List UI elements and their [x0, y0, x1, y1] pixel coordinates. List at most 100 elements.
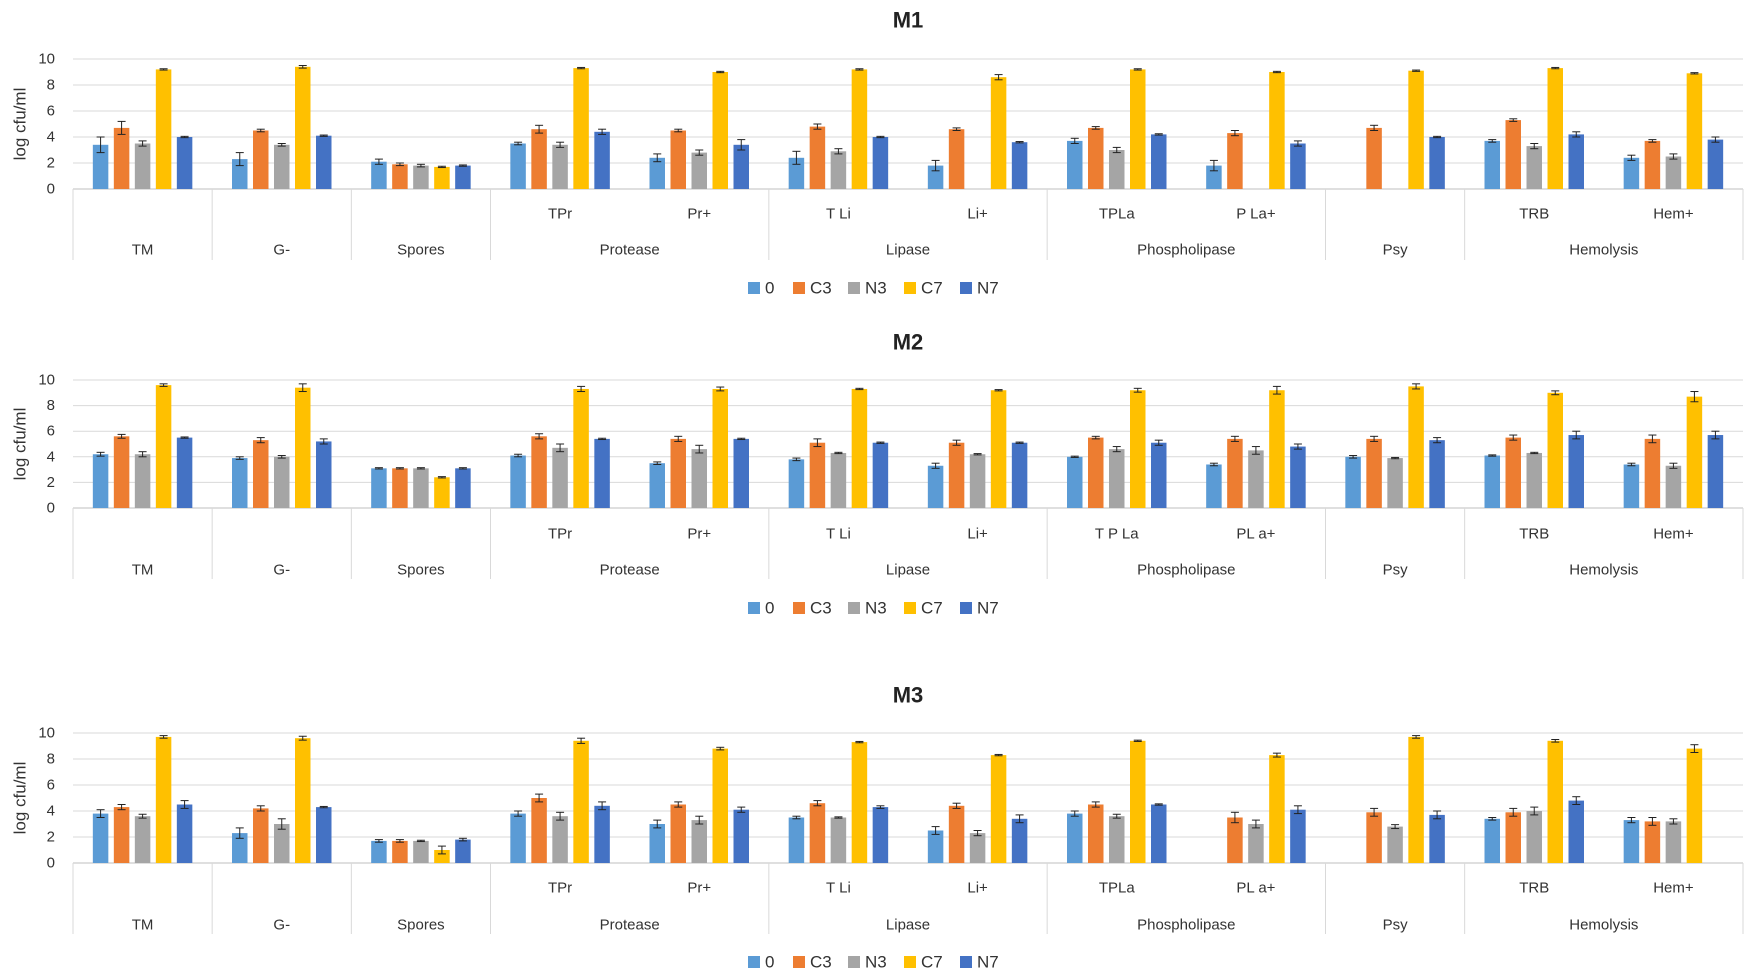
subcategory-label: Li+ [967, 880, 988, 897]
y-tick-label: 8 [47, 751, 55, 768]
bar [830, 817, 847, 863]
subcategory-label: PL a+ [1236, 880, 1275, 897]
legend-label: C7 [921, 953, 943, 972]
bar [316, 135, 332, 189]
subcategory-label: Pr+ [687, 880, 711, 897]
y-tick-label: 4 [47, 129, 55, 146]
bar [1623, 820, 1640, 863]
group-label: Phospholipase [1137, 917, 1235, 934]
y-tick-label: 0 [47, 500, 55, 517]
bar [531, 129, 547, 189]
bar [1526, 452, 1542, 508]
y-axis-label: log cfu/ml [11, 88, 30, 161]
group-label: Protease [600, 242, 660, 259]
bar [1644, 438, 1661, 508]
chart-title: M2 [893, 330, 924, 355]
bar [712, 748, 728, 863]
legend-label: N7 [977, 953, 999, 972]
bar [510, 813, 526, 863]
bar [232, 833, 248, 863]
bar [1484, 455, 1500, 508]
bar [1130, 390, 1146, 508]
bar [948, 805, 965, 863]
bar [295, 738, 311, 863]
bar [1505, 812, 1521, 863]
group-label: TM [132, 242, 154, 259]
bar [851, 69, 868, 189]
bar [113, 436, 130, 508]
legend-label: N7 [977, 279, 999, 298]
bar [155, 385, 172, 508]
bar [1429, 440, 1445, 508]
bar [155, 736, 172, 863]
y-tick-label: 10 [38, 372, 55, 389]
subcategory-label: T P La [1095, 526, 1139, 543]
bar [1206, 464, 1222, 508]
group-label: TM [132, 562, 154, 579]
subcategory-label: T Li [826, 880, 851, 897]
legend-label: 0 [765, 953, 774, 972]
legend-label: N3 [865, 279, 887, 298]
y-tick-label: 2 [47, 474, 55, 491]
legend-label: 0 [765, 279, 774, 298]
bar [573, 740, 589, 863]
bar [1011, 142, 1028, 189]
bar [1088, 437, 1104, 508]
bar [434, 166, 450, 189]
bar [830, 151, 847, 189]
y-tick-label: 0 [47, 181, 55, 198]
bar [1269, 755, 1285, 863]
group-label: Hemolysis [1569, 242, 1638, 259]
y-tick-label: 4 [47, 448, 55, 465]
bar [510, 143, 526, 189]
bar [455, 165, 471, 189]
legend-swatch [848, 282, 860, 294]
legend-label: C3 [810, 599, 832, 618]
bar [670, 438, 686, 508]
subcategory-label: Pr+ [687, 206, 711, 223]
bar [851, 742, 868, 863]
bar [134, 816, 151, 863]
bar [969, 833, 986, 863]
y-tick-label: 2 [47, 829, 55, 846]
legend-label: N3 [865, 599, 887, 618]
bar [531, 798, 547, 863]
subcategory-label: Li+ [967, 206, 988, 223]
bar [392, 468, 408, 508]
subcategory-label: TPLa [1099, 880, 1136, 897]
bar [1011, 442, 1028, 508]
y-axis-label: log cfu/ml [11, 762, 30, 835]
bar [371, 840, 387, 863]
legend-swatch [848, 602, 860, 614]
legend-label: C3 [810, 279, 832, 298]
legend-swatch [960, 956, 972, 968]
bar [134, 454, 151, 508]
bar [1387, 826, 1403, 863]
bar [392, 164, 408, 189]
bar [1665, 156, 1682, 189]
bar [1290, 143, 1306, 189]
bar [573, 68, 589, 189]
bar [733, 809, 749, 863]
y-tick-label: 6 [47, 103, 55, 120]
y-tick-label: 10 [38, 51, 55, 68]
bar [927, 465, 944, 508]
bar [510, 455, 526, 508]
group-label: Protease [600, 917, 660, 934]
bar [1707, 435, 1724, 508]
bar [274, 144, 290, 189]
group-label: G- [273, 242, 290, 259]
bar [1644, 140, 1661, 189]
legend-label: N7 [977, 599, 999, 618]
bar [92, 454, 109, 508]
bar [670, 804, 686, 863]
legend-swatch [904, 282, 916, 294]
legend-swatch [904, 956, 916, 968]
legend-swatch [748, 956, 760, 968]
bar [573, 388, 589, 508]
bar [434, 850, 450, 863]
bar [232, 159, 248, 189]
bar [872, 807, 889, 863]
bar [594, 131, 610, 189]
